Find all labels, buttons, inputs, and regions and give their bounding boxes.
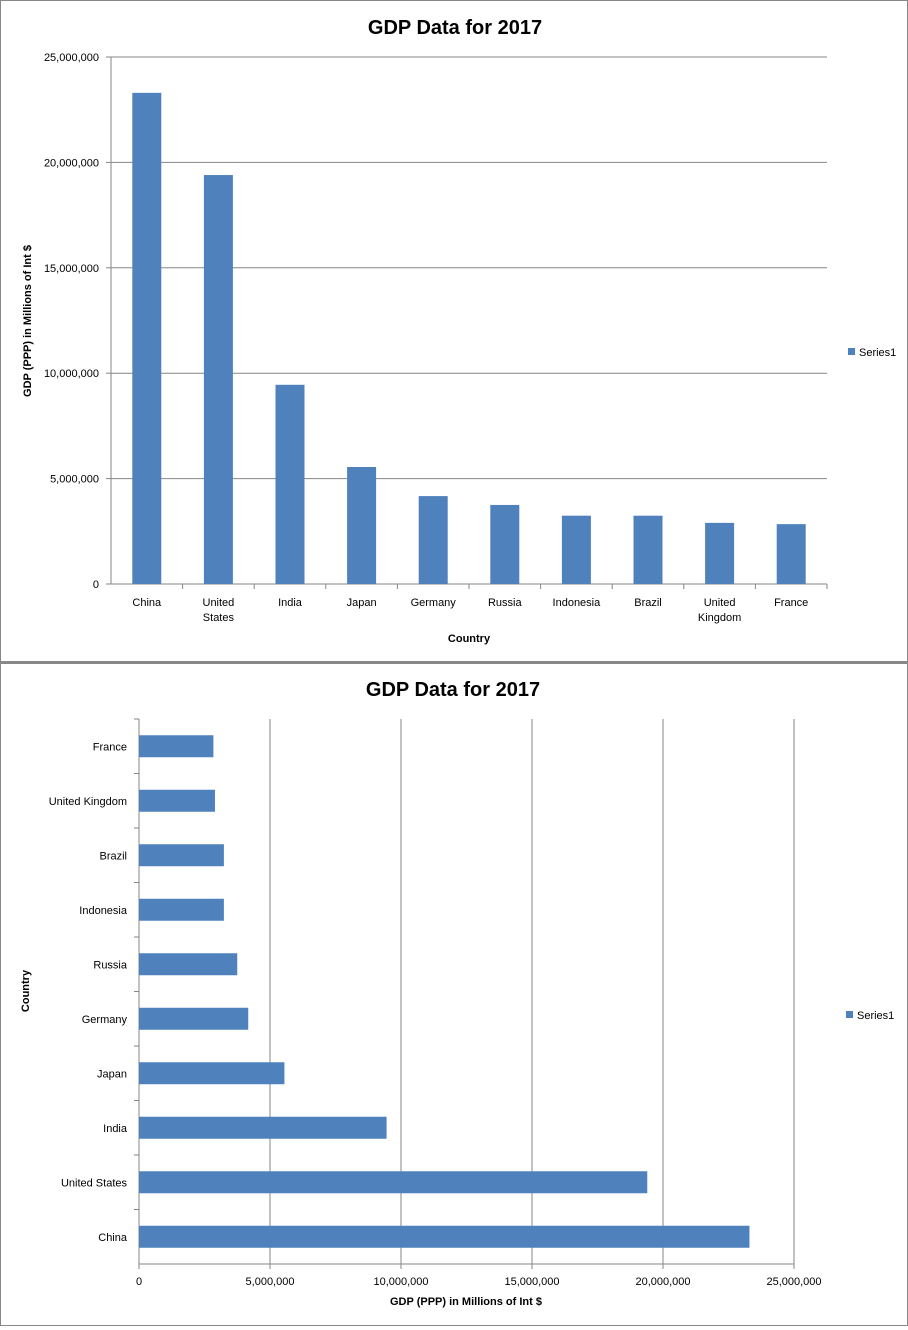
y-tick-label: Japan [97, 1068, 127, 1080]
x-tick-label: United States [203, 597, 235, 624]
y-tick-label: United States [61, 1177, 128, 1189]
bar-germany [418, 496, 448, 584]
x-tick-label: Germany [411, 597, 457, 609]
vertical-bar-chart-svg: GDP Data for 2017 0 5,000,000 10,000,000 15,… [22, 17, 896, 645]
bar-united-states [203, 175, 233, 584]
y-tick-label: 15,000,000 [44, 263, 99, 275]
x-axis-title: GDP (PPP) in Millions of Int $ [390, 1296, 542, 1308]
horizontal-bar-chart: GDP Data for 2017 0 5,000,000 10,000,000 15,… [0, 662, 908, 1326]
x-tick-label: Indonesia [553, 597, 602, 609]
bar-united-kingdom [705, 522, 735, 584]
chart-title: GDP Data for 2017 [366, 679, 540, 701]
bar-united-kingdom [139, 789, 215, 812]
legend-label: Series1 [859, 347, 896, 359]
x-tick-label: United Kingdom [698, 597, 741, 624]
y-tick-label: Germany [82, 1014, 128, 1026]
x-tick-label: Russia [488, 597, 523, 609]
bar-france [776, 524, 806, 584]
bar-france [139, 735, 214, 758]
bar-india [275, 384, 305, 584]
y-tick-label: 5,000,000 [50, 474, 99, 486]
x-tick-label: Brazil [634, 597, 662, 609]
bar-indonesia [561, 515, 591, 584]
bar-japan [139, 1062, 285, 1085]
bar-russia [490, 504, 520, 584]
y-tick-label: 0 [93, 579, 99, 591]
y-tick-label: Brazil [99, 850, 127, 862]
horizontal-bar-chart-svg: GDP Data for 2017 0 5,000,000 10,000,000 15,… [20, 679, 894, 1308]
legend-swatch [846, 1011, 853, 1018]
y-axis-title: Country [20, 969, 32, 1012]
bar-japan [347, 467, 377, 584]
y-tick-label: India [103, 1123, 128, 1135]
x-tick-label: France [774, 597, 808, 609]
bar-russia [139, 953, 238, 976]
y-tick-label: China [98, 1232, 128, 1244]
x-tick-label: Japan [347, 597, 377, 609]
x-tick-label: 10,000,000 [373, 1276, 428, 1288]
bar-germany [139, 1007, 249, 1030]
y-tick-label: 10,000,000 [44, 368, 99, 380]
x-tick-label: 15,000,000 [504, 1276, 559, 1288]
bar-india [139, 1116, 387, 1139]
x-tick-label: 5,000,000 [246, 1276, 295, 1288]
y-axis-title: GDP (PPP) in Millions of Int $ [22, 245, 34, 397]
bar-china [139, 1225, 750, 1248]
y-tick-label: Indonesia [79, 905, 128, 917]
bar-indonesia [139, 898, 224, 921]
bar-brazil [139, 844, 224, 867]
y-tick-label: Russia [93, 959, 128, 971]
x-tick-label: 0 [136, 1276, 142, 1288]
vertical-bar-chart: GDP Data for 2017 0 5,000,000 10,000,000 15,… [0, 0, 908, 662]
y-tick-label: 25,000,000 [44, 52, 99, 64]
legend-label: Series1 [857, 1010, 894, 1022]
bar-united-states [139, 1171, 648, 1194]
y-tick-label: 20,000,000 [44, 157, 99, 169]
chart-title: GDP Data for 2017 [368, 17, 542, 39]
legend-swatch [848, 348, 855, 355]
y-tick-label: United Kingdom [49, 796, 127, 808]
bar-brazil [633, 515, 663, 584]
bar-china [132, 92, 162, 584]
y-tick-label: France [93, 741, 127, 753]
x-tick-label: 25,000,000 [766, 1276, 821, 1288]
x-tick-label: India [278, 597, 303, 609]
x-tick-label: 20,000,000 [635, 1276, 690, 1288]
x-axis-title: Country [448, 633, 491, 645]
x-tick-label: China [132, 597, 162, 609]
